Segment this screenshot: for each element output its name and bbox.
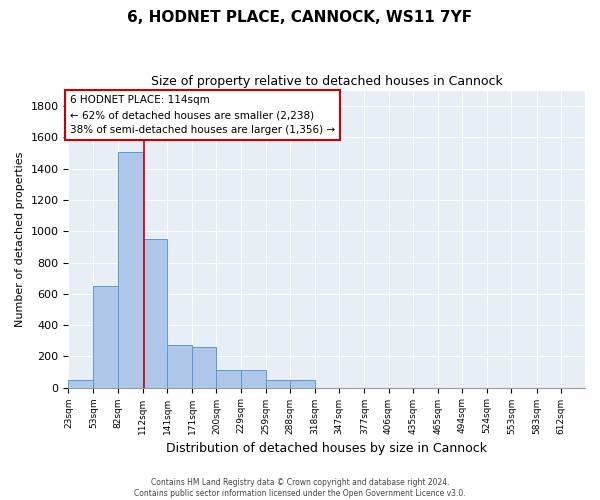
Bar <box>167 346 192 388</box>
Title: Size of property relative to detached houses in Cannock: Size of property relative to detached ho… <box>151 75 503 88</box>
Bar <box>241 370 266 388</box>
Bar <box>290 380 315 388</box>
Y-axis label: Number of detached properties: Number of detached properties <box>15 152 25 327</box>
Bar <box>94 286 118 388</box>
Bar <box>118 152 143 388</box>
Bar <box>266 380 290 388</box>
Bar <box>143 239 167 388</box>
Bar <box>192 347 217 388</box>
X-axis label: Distribution of detached houses by size in Cannock: Distribution of detached houses by size … <box>166 442 487 455</box>
Text: 6 HODNET PLACE: 114sqm
← 62% of detached houses are smaller (2,238)
38% of semi-: 6 HODNET PLACE: 114sqm ← 62% of detached… <box>70 95 335 135</box>
Text: 6, HODNET PLACE, CANNOCK, WS11 7YF: 6, HODNET PLACE, CANNOCK, WS11 7YF <box>127 10 473 25</box>
Bar <box>217 370 241 388</box>
Text: Contains HM Land Registry data © Crown copyright and database right 2024.
Contai: Contains HM Land Registry data © Crown c… <box>134 478 466 498</box>
Bar <box>68 380 94 388</box>
